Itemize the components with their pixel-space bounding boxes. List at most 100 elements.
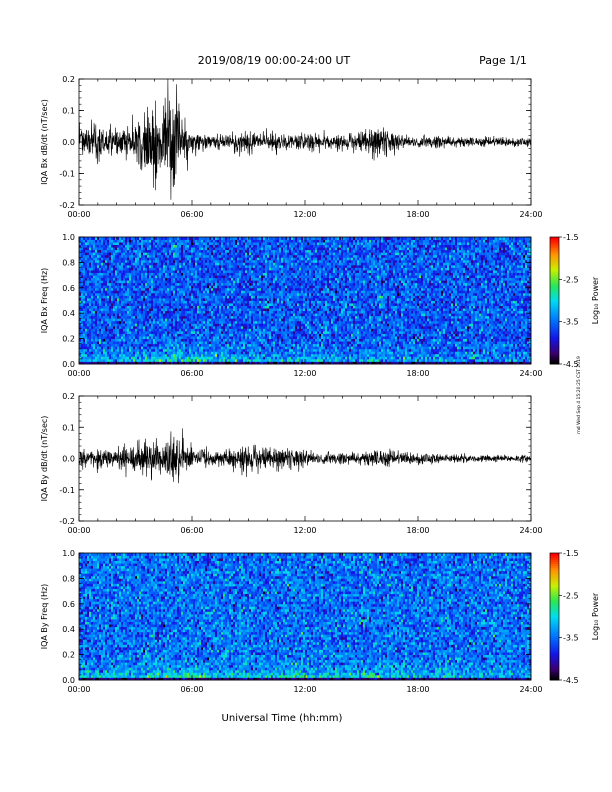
spectrogram-cell [171,270,174,273]
spectrogram-cell [137,262,140,266]
spectrogram-cell [143,351,146,355]
spectrogram-cell [117,361,120,365]
spectrogram-cell [119,318,122,322]
spectrogram-cell [141,320,144,324]
spectrogram-cell [133,282,136,286]
spectrogram-cell [81,338,84,342]
spectrogram-cell [163,259,166,263]
spectrogram-cell [161,303,164,306]
spectrogram-cell [95,318,98,322]
spectrogram-cell [161,308,164,312]
spectrogram-cell [145,313,148,317]
spectrogram-cell [143,343,146,347]
spectrogram-cell [99,315,102,319]
spectrogram-cell [79,272,82,276]
spectrogram-cell [119,351,122,355]
spectrogram-cell [93,285,96,289]
spectrogram-cell [87,285,90,289]
spectrogram-cell [127,264,130,268]
spectrogram-cell [155,242,158,246]
spectrogram-cell [87,252,90,256]
spectrogram-cell [119,254,122,258]
spectrogram-cell [95,247,98,251]
spectrogram-cell [155,282,158,286]
spectrogram-cell [97,275,100,279]
spectrogram-cell [83,320,86,324]
spectrogram-cell [133,341,136,345]
spectrogram-cell [165,310,168,314]
spectrogram-cell [109,237,112,240]
spectrogram-cell [97,237,100,240]
spectrogram-cell [83,280,86,284]
spectrogram-cell [165,275,168,279]
spectrogram-cell [109,297,112,301]
spectrogram-cell [113,318,116,322]
spectrogram-cell [103,356,106,360]
spectrogram-cell [95,333,98,337]
spectrogram-cell [111,290,114,294]
spectrogram-cell [167,310,170,314]
spectrogram-cell [101,264,104,268]
spectrogram-cell [103,305,106,309]
spectrogram-cell [105,290,108,294]
spectrogram-cell [147,247,150,251]
spectrogram-cell [117,287,120,291]
spectrogram-cell [121,257,124,261]
spectrogram-cell [101,313,104,317]
spectrogram-cell [117,325,120,329]
spectrogram-cell [117,330,120,334]
spectrogram-cell [113,275,116,279]
spectrogram-cell [91,297,94,301]
spectrogram-cell [91,325,94,329]
spectrogram-cell [159,254,162,258]
spectrogram-cell [149,287,152,291]
spectrogram-cell [153,356,156,360]
spectrogram-cell [95,346,98,350]
spectrogram-cell [165,264,168,268]
spectrogram-cell [87,295,90,299]
spectrogram-cell [149,252,152,256]
spectrogram-cell [117,237,120,240]
spectrogram-cell [127,318,130,322]
spectrogram-cell [133,262,136,266]
spectrogram-cell [113,252,116,256]
spectrogram-cell [135,297,138,301]
spectrogram-cell [161,325,164,329]
spectrogram-cell [157,272,160,276]
spectrogram-cell [111,356,114,360]
spectrogram-cell [113,264,116,268]
spectrogram-cell [101,325,104,329]
spectrogram-cell [139,244,142,248]
spectrogram-cell [133,259,136,263]
spectrogram-cell [91,336,94,339]
spectrogram-cell [165,323,168,327]
spectrogram-cell [155,343,158,347]
spectrogram-cell [109,333,112,337]
spectrogram-cell [81,348,84,352]
spectrogram-cell [115,297,118,301]
spectrogram-cell [139,239,142,243]
spectrogram-cell [171,290,174,294]
spectrogram-cell [151,356,154,360]
y-tick-label: -0.1 [59,170,75,179]
spectrogram-cell [165,330,168,334]
spectrogram-cell [159,239,162,243]
spectrogram-cell [121,287,124,291]
spectrogram-cell [121,262,124,266]
spectrogram-cell [109,300,112,304]
spectrogram-cell [127,323,130,327]
spectrogram-cell [105,267,108,271]
spectrogram-cell [123,325,126,329]
spectrogram-cell [119,257,122,261]
spectrogram-cell [145,292,148,296]
spectrogram-cell [85,252,88,256]
spectrogram-cell [93,287,96,291]
spectrogram-cell [81,305,84,309]
spectrogram-cell [171,313,174,317]
spectrogram-cell [137,264,140,268]
dbdt-trace [78,79,532,200]
spectrogram-cell [113,259,116,263]
spectrogram-cell [163,313,166,317]
spectrogram-cell [151,338,154,342]
spectrogram-cell [93,351,96,355]
